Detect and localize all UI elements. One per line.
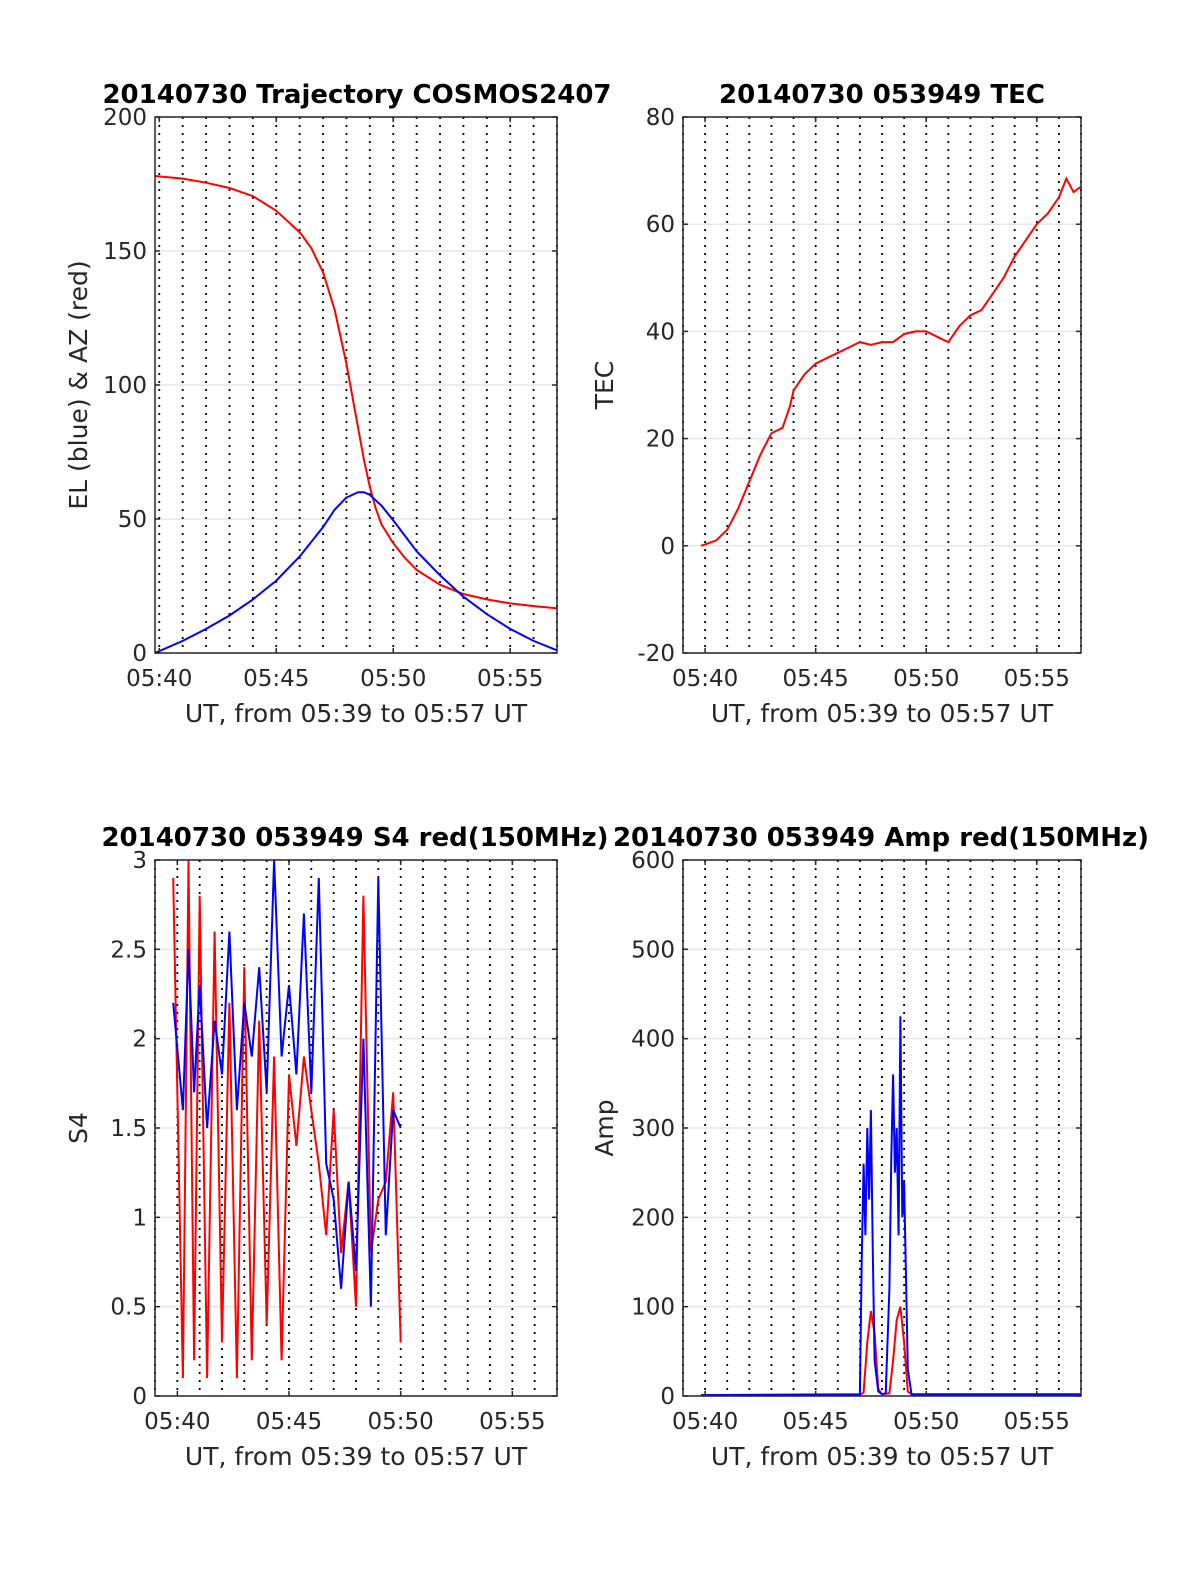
x-tick-label: 05:45 bbox=[783, 666, 849, 692]
x-tick-label: 05:40 bbox=[672, 1409, 738, 1435]
y-tick-label: 0 bbox=[132, 641, 147, 667]
y-tick-label: 3 bbox=[132, 848, 147, 874]
x-tick-label: 05:45 bbox=[256, 1409, 322, 1435]
y-tick-label: 0 bbox=[660, 534, 675, 560]
y-axis-label: Amp bbox=[590, 1099, 619, 1156]
chart-3: 05:40 05:45 05:50 05:55 0 0.5 1 1.5 2 2.5 3 UT, fro… bbox=[64, 823, 609, 1471]
y-tick-label: -20 bbox=[637, 641, 675, 667]
x-tick-label: 05:55 bbox=[477, 666, 543, 692]
chart-title: 20140730 053949 Amp red(150MHz) bbox=[613, 823, 1149, 853]
y-tick-label: 400 bbox=[631, 1027, 675, 1053]
series-line-1 bbox=[700, 176, 1081, 547]
y-tick-label: 2.5 bbox=[110, 937, 147, 963]
y-tick-label: 2 bbox=[132, 1027, 147, 1053]
series-line-2 bbox=[701, 1016, 1081, 1396]
y-tick-label: 100 bbox=[631, 1295, 675, 1321]
y-tick-label: 500 bbox=[631, 937, 675, 963]
y-tick-label: 100 bbox=[103, 373, 147, 399]
x-tick-label: 05:50 bbox=[368, 1409, 434, 1435]
y-tick-label: 80 bbox=[646, 105, 675, 131]
y-tick-label: 20 bbox=[646, 427, 675, 453]
y-tick-label: 600 bbox=[631, 848, 675, 874]
x-tick-label: 05:40 bbox=[144, 1409, 210, 1435]
y-tick-label: 0.5 bbox=[110, 1295, 147, 1321]
y-tick-label: 150 bbox=[103, 239, 147, 265]
chart-title: 20140730 053949 TEC bbox=[719, 80, 1045, 110]
x-axis-label: UT, from 05:39 to 05:57 UT bbox=[711, 699, 1054, 728]
y-axis-label: EL (blue) & AZ (red) bbox=[64, 260, 93, 509]
y-tick-label: 0 bbox=[660, 1384, 675, 1410]
x-tick-label: 05:40 bbox=[672, 666, 738, 692]
x-tick-label: 05:40 bbox=[126, 666, 192, 692]
y-tick-label: 1.5 bbox=[110, 1116, 147, 1142]
y-tick-label: 0 bbox=[132, 1384, 147, 1410]
x-tick-label: 05:50 bbox=[893, 666, 959, 692]
x-tick-label: 05:55 bbox=[1004, 666, 1070, 692]
chart-2: 05:40 05:45 05:50 05:55 -20 0 20 40 60 80 UT, from… bbox=[590, 80, 1082, 728]
chart-4: 05:40 05:45 05:50 05:55 0 100 200 300 400 500 600 U… bbox=[590, 823, 1149, 1471]
x-tick-label: 05:45 bbox=[243, 666, 309, 692]
y-tick-label: 1 bbox=[132, 1205, 147, 1231]
series-line-1 bbox=[155, 175, 557, 610]
x-tick-label: 05:45 bbox=[783, 1409, 849, 1435]
y-axis-label: S4 bbox=[64, 1112, 93, 1144]
series-line-2 bbox=[172, 860, 402, 1307]
x-tick-label: 05:55 bbox=[479, 1409, 545, 1435]
x-axis-label: UT, from 05:39 to 05:57 UT bbox=[185, 1442, 528, 1471]
series-line-1 bbox=[172, 860, 402, 1379]
x-axis-label: UT, from 05:39 to 05:57 UT bbox=[185, 699, 528, 728]
series-line-1 bbox=[701, 1306, 1081, 1396]
y-tick-label: 40 bbox=[646, 319, 675, 345]
x-tick-label: 05:50 bbox=[360, 666, 426, 692]
axes-frame bbox=[682, 116, 1082, 654]
series-line-2 bbox=[155, 491, 557, 653]
chart-1: 05:40 05:45 05:50 05:55 0 50 100 150 200 UT, from… bbox=[64, 80, 612, 728]
x-tick-label: 05:50 bbox=[893, 1409, 959, 1435]
chart-title: 20140730 Trajectory COSMOS2407 bbox=[102, 80, 611, 110]
y-tick-label: 50 bbox=[118, 507, 147, 533]
y-tick-label: 200 bbox=[631, 1205, 675, 1231]
y-tick-label: 60 bbox=[646, 212, 675, 238]
x-axis-label: UT, from 05:39 to 05:57 UT bbox=[711, 1442, 1054, 1471]
x-tick-label: 05:55 bbox=[1004, 1409, 1070, 1435]
y-axis-label: TEC bbox=[590, 361, 619, 411]
y-tick-label: 300 bbox=[631, 1116, 675, 1142]
y-tick-label: 200 bbox=[103, 105, 147, 131]
chart-title: 20140730 053949 S4 red(150MHz) bbox=[101, 823, 608, 853]
